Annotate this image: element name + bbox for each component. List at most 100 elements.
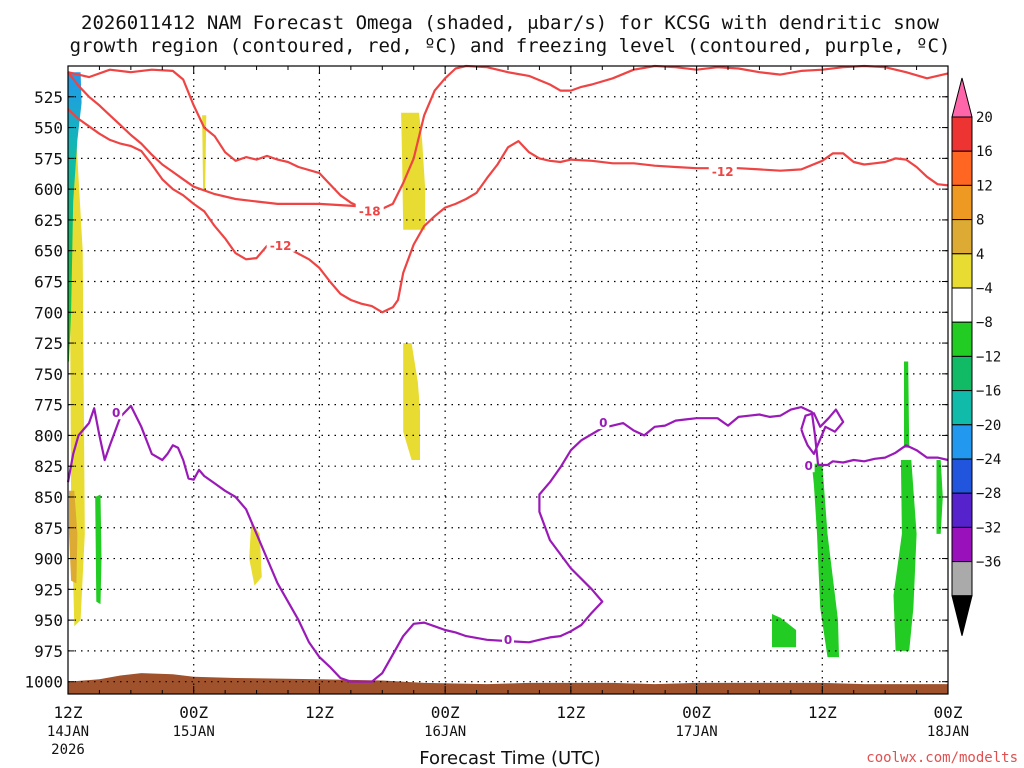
colorbar-label: −8	[976, 315, 993, 331]
contour-label: 0	[112, 406, 120, 420]
colorbar-bin	[951, 219, 973, 255]
x-tick-date: 15JAN	[173, 724, 215, 740]
x-tick-label: 12Z	[808, 703, 837, 722]
colorbar-label: −4	[976, 281, 993, 297]
contour-label: 0	[804, 459, 812, 473]
y-tick-label: 900	[34, 550, 63, 569]
colorbar-label: −16	[976, 384, 1001, 400]
shaded-omega-regions	[68, 72, 948, 694]
negative-omega-strip-start	[68, 72, 82, 362]
contour-label: -12	[270, 239, 292, 253]
colorbar-bin	[951, 150, 973, 186]
freezing-level-loop	[800, 408, 845, 455]
dgz-inner-contour	[67, 71, 383, 218]
x-tick-label: 12Z	[556, 703, 585, 722]
contour-label: 0	[504, 633, 512, 647]
negative-omega-cell-b	[772, 614, 797, 648]
contour-label-bg	[708, 163, 737, 178]
colorbar: 20 16 12 8 4 −4 −8 −12 −16 −20 −24 −28 −32 −36	[951, 77, 1001, 636]
freezing-level-contour	[66, 404, 949, 683]
x-tick-label: 00Z	[431, 703, 460, 722]
y-tick-label: 750	[34, 365, 63, 384]
colorbar-label: 12	[976, 178, 993, 194]
negative-omega-cell-c	[811, 463, 839, 658]
y-tick-label: 950	[34, 611, 63, 630]
x-tick-label: 00Z	[682, 703, 711, 722]
y-tick-label: 575	[34, 149, 63, 168]
y-tick-label: 800	[34, 426, 63, 445]
colorbar-bottom-arrow	[951, 595, 973, 636]
y-tick-label: 700	[34, 303, 63, 322]
pressure-gridlines	[68, 66, 948, 694]
dgz-lower-contour	[67, 108, 949, 314]
contour-label-bg	[597, 415, 610, 430]
colorbar-bin	[951, 287, 973, 323]
y-tick-label: 525	[34, 88, 63, 107]
positive-omega-core-start	[69, 490, 78, 584]
colorbar-label: −28	[976, 486, 1001, 502]
y-tick-label: 1000	[24, 673, 63, 692]
plot-frame	[67, 65, 949, 695]
x-tick-date: 17JAN	[675, 724, 717, 740]
colorbar-bin	[951, 424, 973, 460]
y-tick-label: 725	[34, 334, 63, 353]
colorbar-bin	[951, 184, 973, 221]
colorbar-bin	[951, 253, 973, 289]
y-tick-label: 875	[34, 519, 63, 538]
y-tick-label: 550	[34, 119, 63, 138]
colorbar-bin	[951, 561, 973, 597]
colorbar-bin	[951, 355, 973, 392]
negative-omega-cell-e	[893, 460, 917, 651]
x-axis-label: Forecast Time (UTC)	[419, 748, 600, 768]
positive-omega-upper-cell-b	[401, 112, 426, 230]
colorbar-label: 8	[976, 213, 984, 229]
colorbar-bin	[951, 321, 973, 357]
colorbar-bin	[951, 526, 973, 563]
contour-labels: -18 -12 -12 0 0 0 0	[110, 163, 815, 647]
colorbar-label: −20	[976, 418, 1001, 434]
y-tick-label: 775	[34, 396, 63, 415]
credit-text: coolwx.com/modelts	[866, 750, 1018, 766]
colorbar-label: 16	[976, 144, 993, 160]
negative-omega-low-cell-a	[95, 494, 102, 605]
x-tick-year: 2026	[51, 742, 85, 758]
colorbar-label: −24	[976, 452, 1001, 468]
dgz-upper-contour	[67, 64, 949, 214]
x-tick-date: 14JAN	[47, 724, 89, 740]
contour-label-bg	[266, 237, 295, 252]
terrain	[68, 673, 948, 694]
colorbar-bin	[951, 116, 973, 152]
x-tick-label: 12Z	[305, 703, 334, 722]
x-axis: 12Z 14JAN 2026 00Z 15JAN 12Z 00Z 16JAN 12Z 00Z 17J…	[47, 66, 969, 758]
y-tick-label: 925	[34, 580, 63, 599]
contour-label-bg	[355, 203, 384, 218]
colorbar-top-arrow	[951, 77, 973, 118]
colorbar-bin	[951, 458, 973, 494]
colorbar-label: 4	[976, 247, 984, 263]
x-tick-label: 12Z	[54, 703, 83, 722]
contour-label-bg	[802, 458, 815, 473]
colorbar-label: 20	[976, 110, 993, 126]
y-tick-label: 650	[34, 242, 63, 261]
positive-omega-mid-cell	[403, 343, 420, 460]
y-tick-label: 600	[34, 180, 63, 199]
contour-label: -12	[712, 165, 734, 179]
chart-title-line2: growth region (contoured, red, ºC) and f…	[70, 35, 951, 57]
contour-label-bg	[502, 631, 514, 646]
x-tick-date: 18JAN	[927, 724, 969, 740]
colorbar-bin	[951, 492, 973, 528]
y-tick-label: 850	[34, 488, 63, 507]
contour-label: -18	[359, 204, 381, 218]
y-tick-label: 975	[34, 642, 63, 661]
colorbar-label: −12	[976, 349, 1001, 365]
contour-lines	[66, 64, 949, 683]
y-tick-label: 625	[34, 211, 63, 230]
contour-label: 0	[599, 416, 607, 430]
x-tick-date: 16JAN	[424, 724, 466, 740]
y-axis: 525 550 575 600 625 650 675 700 725 750 775 800 825 8…	[24, 88, 948, 692]
y-tick-label: 675	[34, 272, 63, 291]
colorbar-label: −36	[976, 555, 1001, 571]
positive-omega-upper-cell-a	[202, 115, 207, 190]
colorbar-bin	[951, 390, 973, 426]
